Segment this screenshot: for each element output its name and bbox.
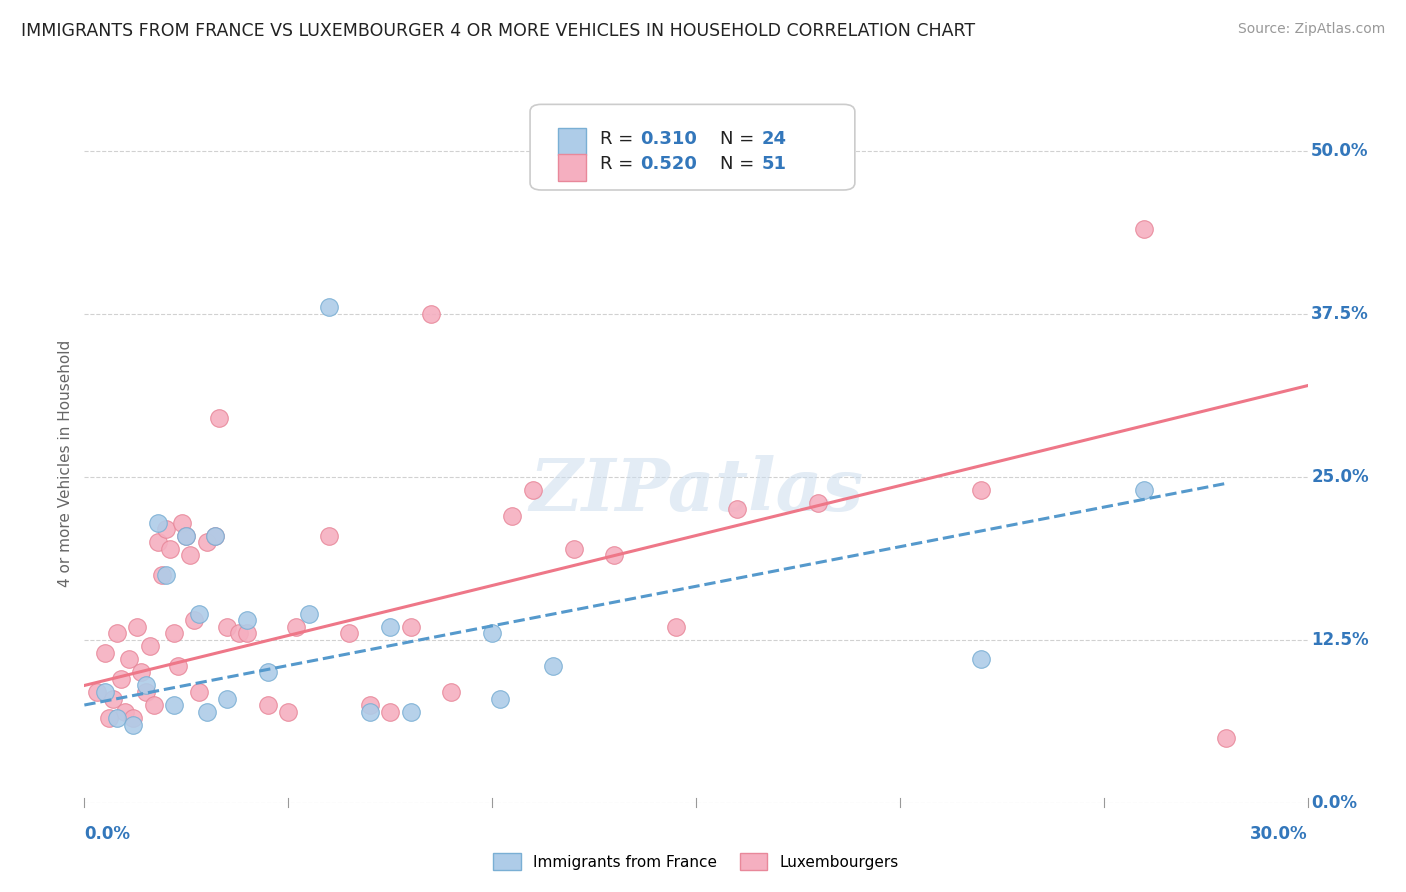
Point — [1133, 483, 1156, 497]
Text: Source: ZipAtlas.com: Source: ZipAtlas.com — [1237, 22, 1385, 37]
Point — [127, 620, 149, 634]
Point — [603, 548, 626, 562]
Point — [187, 607, 209, 621]
Point — [195, 535, 218, 549]
Point — [501, 508, 523, 523]
Point — [236, 626, 259, 640]
Point — [970, 652, 993, 666]
Point — [167, 659, 190, 673]
Point — [970, 483, 993, 497]
Point — [172, 516, 194, 530]
Point — [562, 541, 585, 556]
Point — [138, 640, 160, 654]
Point — [359, 705, 381, 719]
Point — [339, 626, 360, 640]
Point — [420, 307, 443, 321]
Point — [208, 411, 231, 425]
Point — [277, 705, 299, 719]
Y-axis label: 4 or more Vehicles in Household: 4 or more Vehicles in Household — [58, 340, 73, 588]
Text: 24: 24 — [762, 129, 787, 147]
Point — [105, 626, 128, 640]
Text: 30.0%: 30.0% — [1250, 825, 1308, 843]
Point — [298, 607, 321, 621]
Point — [380, 705, 402, 719]
Point — [155, 522, 177, 536]
Legend: Immigrants from France, Luxembourgers: Immigrants from France, Luxembourgers — [486, 847, 905, 877]
Point — [318, 301, 340, 315]
Point — [440, 685, 463, 699]
Point — [217, 691, 239, 706]
Point — [257, 665, 280, 680]
Point — [93, 685, 115, 699]
Point — [236, 613, 259, 627]
Point — [146, 516, 169, 530]
Point — [285, 620, 308, 634]
Point — [174, 528, 197, 542]
Point — [187, 685, 209, 699]
Text: ZIPatlas: ZIPatlas — [529, 456, 863, 526]
Point — [105, 711, 128, 725]
Text: 51: 51 — [762, 155, 787, 173]
Point — [101, 691, 124, 706]
Point — [380, 620, 402, 634]
Point — [217, 620, 239, 634]
Point — [807, 496, 830, 510]
Text: 0.520: 0.520 — [640, 155, 696, 173]
Point — [97, 711, 120, 725]
Point — [93, 646, 115, 660]
Text: 12.5%: 12.5% — [1312, 631, 1369, 648]
Point — [204, 528, 226, 542]
Point — [664, 620, 686, 634]
Point — [135, 678, 157, 692]
Point — [1133, 222, 1156, 236]
Point — [183, 613, 205, 627]
Point — [318, 528, 340, 542]
Point — [725, 502, 748, 516]
Point — [159, 541, 181, 556]
Text: 50.0%: 50.0% — [1312, 142, 1369, 160]
Text: 0.0%: 0.0% — [1312, 794, 1357, 812]
Text: R =: R = — [600, 155, 640, 173]
Text: N =: N = — [720, 155, 759, 173]
Point — [135, 685, 157, 699]
Text: 25.0%: 25.0% — [1312, 468, 1369, 486]
Point — [399, 705, 422, 719]
Point — [163, 626, 186, 640]
Point — [522, 483, 544, 497]
Point — [257, 698, 280, 712]
Point — [114, 705, 136, 719]
Point — [195, 705, 218, 719]
Text: IMMIGRANTS FROM FRANCE VS LUXEMBOURGER 4 OR MORE VEHICLES IN HOUSEHOLD CORRELATI: IMMIGRANTS FROM FRANCE VS LUXEMBOURGER 4… — [21, 22, 976, 40]
Point — [228, 626, 250, 640]
Point — [150, 567, 173, 582]
Point — [489, 691, 512, 706]
Point — [155, 567, 177, 582]
Text: 37.5%: 37.5% — [1312, 305, 1369, 323]
Point — [1215, 731, 1237, 745]
Point — [142, 698, 165, 712]
Point — [359, 698, 381, 712]
Text: 0.310: 0.310 — [640, 129, 696, 147]
Point — [118, 652, 141, 666]
Text: 0.0%: 0.0% — [84, 825, 131, 843]
Text: R =: R = — [600, 129, 640, 147]
Point — [122, 711, 145, 725]
Point — [131, 665, 153, 680]
Point — [481, 626, 503, 640]
Point — [163, 698, 186, 712]
Point — [179, 548, 201, 562]
Point — [399, 620, 422, 634]
Point — [174, 528, 197, 542]
Point — [110, 672, 132, 686]
Point — [86, 685, 108, 699]
Point — [122, 717, 145, 731]
Point — [204, 528, 226, 542]
Text: N =: N = — [720, 129, 759, 147]
Point — [543, 659, 565, 673]
Point — [146, 535, 169, 549]
